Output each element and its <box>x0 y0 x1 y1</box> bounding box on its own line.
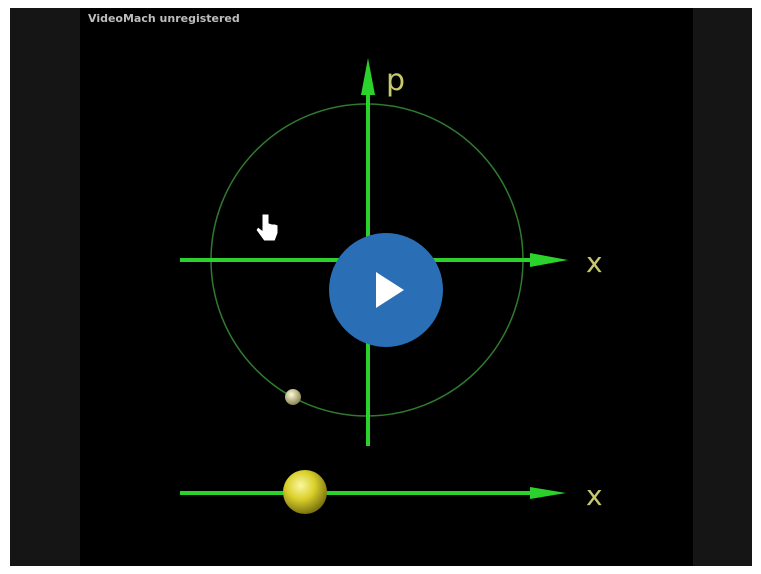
watermark: VideoMach unregistered <box>88 12 240 25</box>
p-label: p <box>386 63 405 98</box>
play-button[interactable] <box>329 233 443 347</box>
phase-point <box>285 389 301 405</box>
page: VideoMach unregistered p x x (() => { co… <box>0 0 761 574</box>
x-label: x <box>586 246 603 279</box>
video-player: VideoMach unregistered p x x <box>0 0 761 574</box>
lower-x-label: x <box>586 479 603 512</box>
ball <box>283 470 327 514</box>
